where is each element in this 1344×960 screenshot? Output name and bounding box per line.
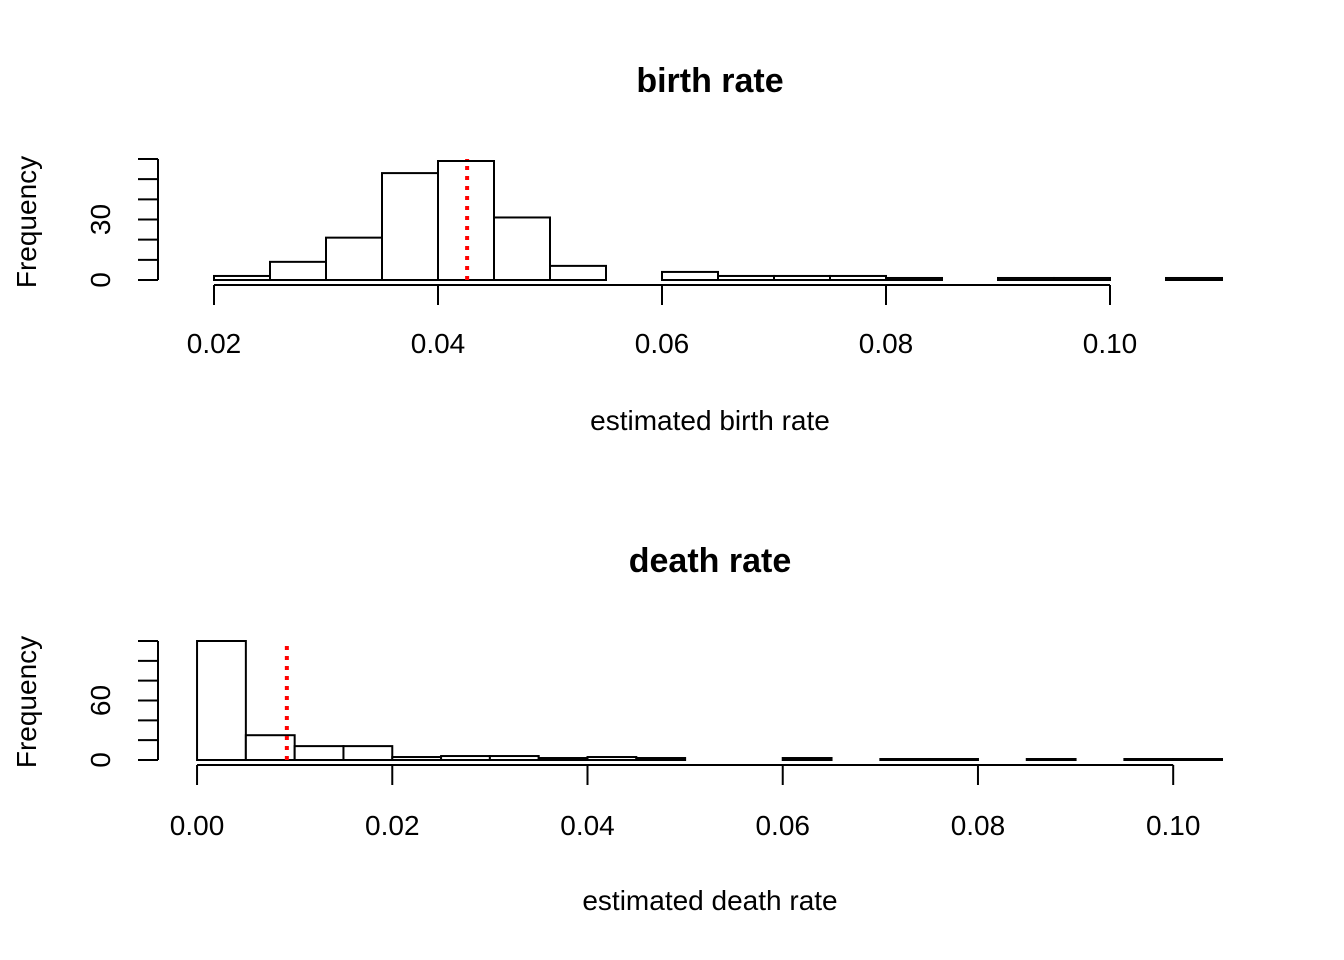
histogram-bar [1165, 276, 1223, 282]
birth-rate-x-axis: 0.02 0.04 0.06 0.08 0.10 [187, 284, 1138, 359]
death-rate-x-axis: 0.00 0.02 0.04 0.06 0.08 0.10 [170, 764, 1201, 841]
histogram-bar [717, 274, 775, 281]
histogram-bar [437, 160, 495, 281]
histogram-bar [885, 276, 943, 282]
death-rate-xlabel: estimated death rate [582, 885, 837, 916]
histogram-bar [440, 755, 491, 761]
histogram-bar [537, 757, 589, 761]
histogram-bar [342, 745, 394, 761]
histogram-bar [325, 236, 383, 282]
histogram-bar [381, 172, 439, 282]
birth-rate-xlabel: estimated birth rate [590, 405, 830, 436]
x-tick-label: 0.04 [411, 328, 466, 359]
histogram-bar [493, 216, 551, 282]
histogram-bar [1025, 758, 1077, 762]
histogram-bar [549, 264, 607, 281]
y-tick-label: 0 [85, 272, 116, 288]
birth-rate-title: birth rate [636, 62, 783, 100]
histogram-bar [586, 756, 638, 762]
death-rate-bars [196, 640, 1223, 762]
histogram-bar [196, 640, 247, 761]
histogram-bar [488, 755, 540, 761]
x-tick-label: 0.00 [170, 810, 225, 841]
x-tick-label: 0.10 [1146, 810, 1201, 841]
histogram-bar [928, 758, 979, 762]
death-rate-panel: death rate estimated death rate Frequenc… [11, 542, 1223, 916]
histogram-bar [1172, 758, 1223, 762]
death-rate-y-axis: 0 60 [85, 640, 159, 768]
x-tick-label: 0.06 [755, 810, 810, 841]
birth-rate-bars [213, 160, 1223, 282]
histogram-bar [269, 260, 327, 281]
histogram-bar [391, 756, 443, 762]
histogram-bar [879, 758, 931, 762]
x-tick-label: 0.04 [560, 810, 615, 841]
death-rate-ylabel: Frequency [11, 636, 42, 768]
y-tick-label: 0 [85, 752, 116, 768]
histogram-bar [1123, 758, 1175, 762]
histogram-bar [997, 276, 1055, 282]
histogram-bar [213, 274, 271, 281]
histogram-bar [1053, 276, 1111, 282]
histogram-bar [635, 757, 687, 761]
histogram-bar [773, 274, 831, 281]
histogram-bar [661, 270, 719, 281]
histogram-bar [781, 757, 833, 761]
birth-rate-ylabel: Frequency [11, 156, 42, 288]
y-tick-label: 30 [85, 204, 116, 235]
x-tick-label: 0.06 [635, 328, 690, 359]
birth-rate-panel: birth rate estimated birth rate Frequenc… [11, 62, 1223, 436]
x-tick-label: 0.08 [951, 810, 1006, 841]
histogram-bar [829, 274, 887, 281]
x-tick-label: 0.02 [365, 810, 420, 841]
x-tick-label: 0.10 [1083, 328, 1138, 359]
death-rate-title: death rate [629, 542, 792, 580]
birth-rate-y-axis: 0 30 [85, 157, 159, 288]
x-tick-label: 0.02 [187, 328, 242, 359]
x-tick-label: 0.08 [859, 328, 914, 359]
y-tick-label: 60 [85, 685, 116, 716]
histogram-bar [293, 745, 345, 761]
